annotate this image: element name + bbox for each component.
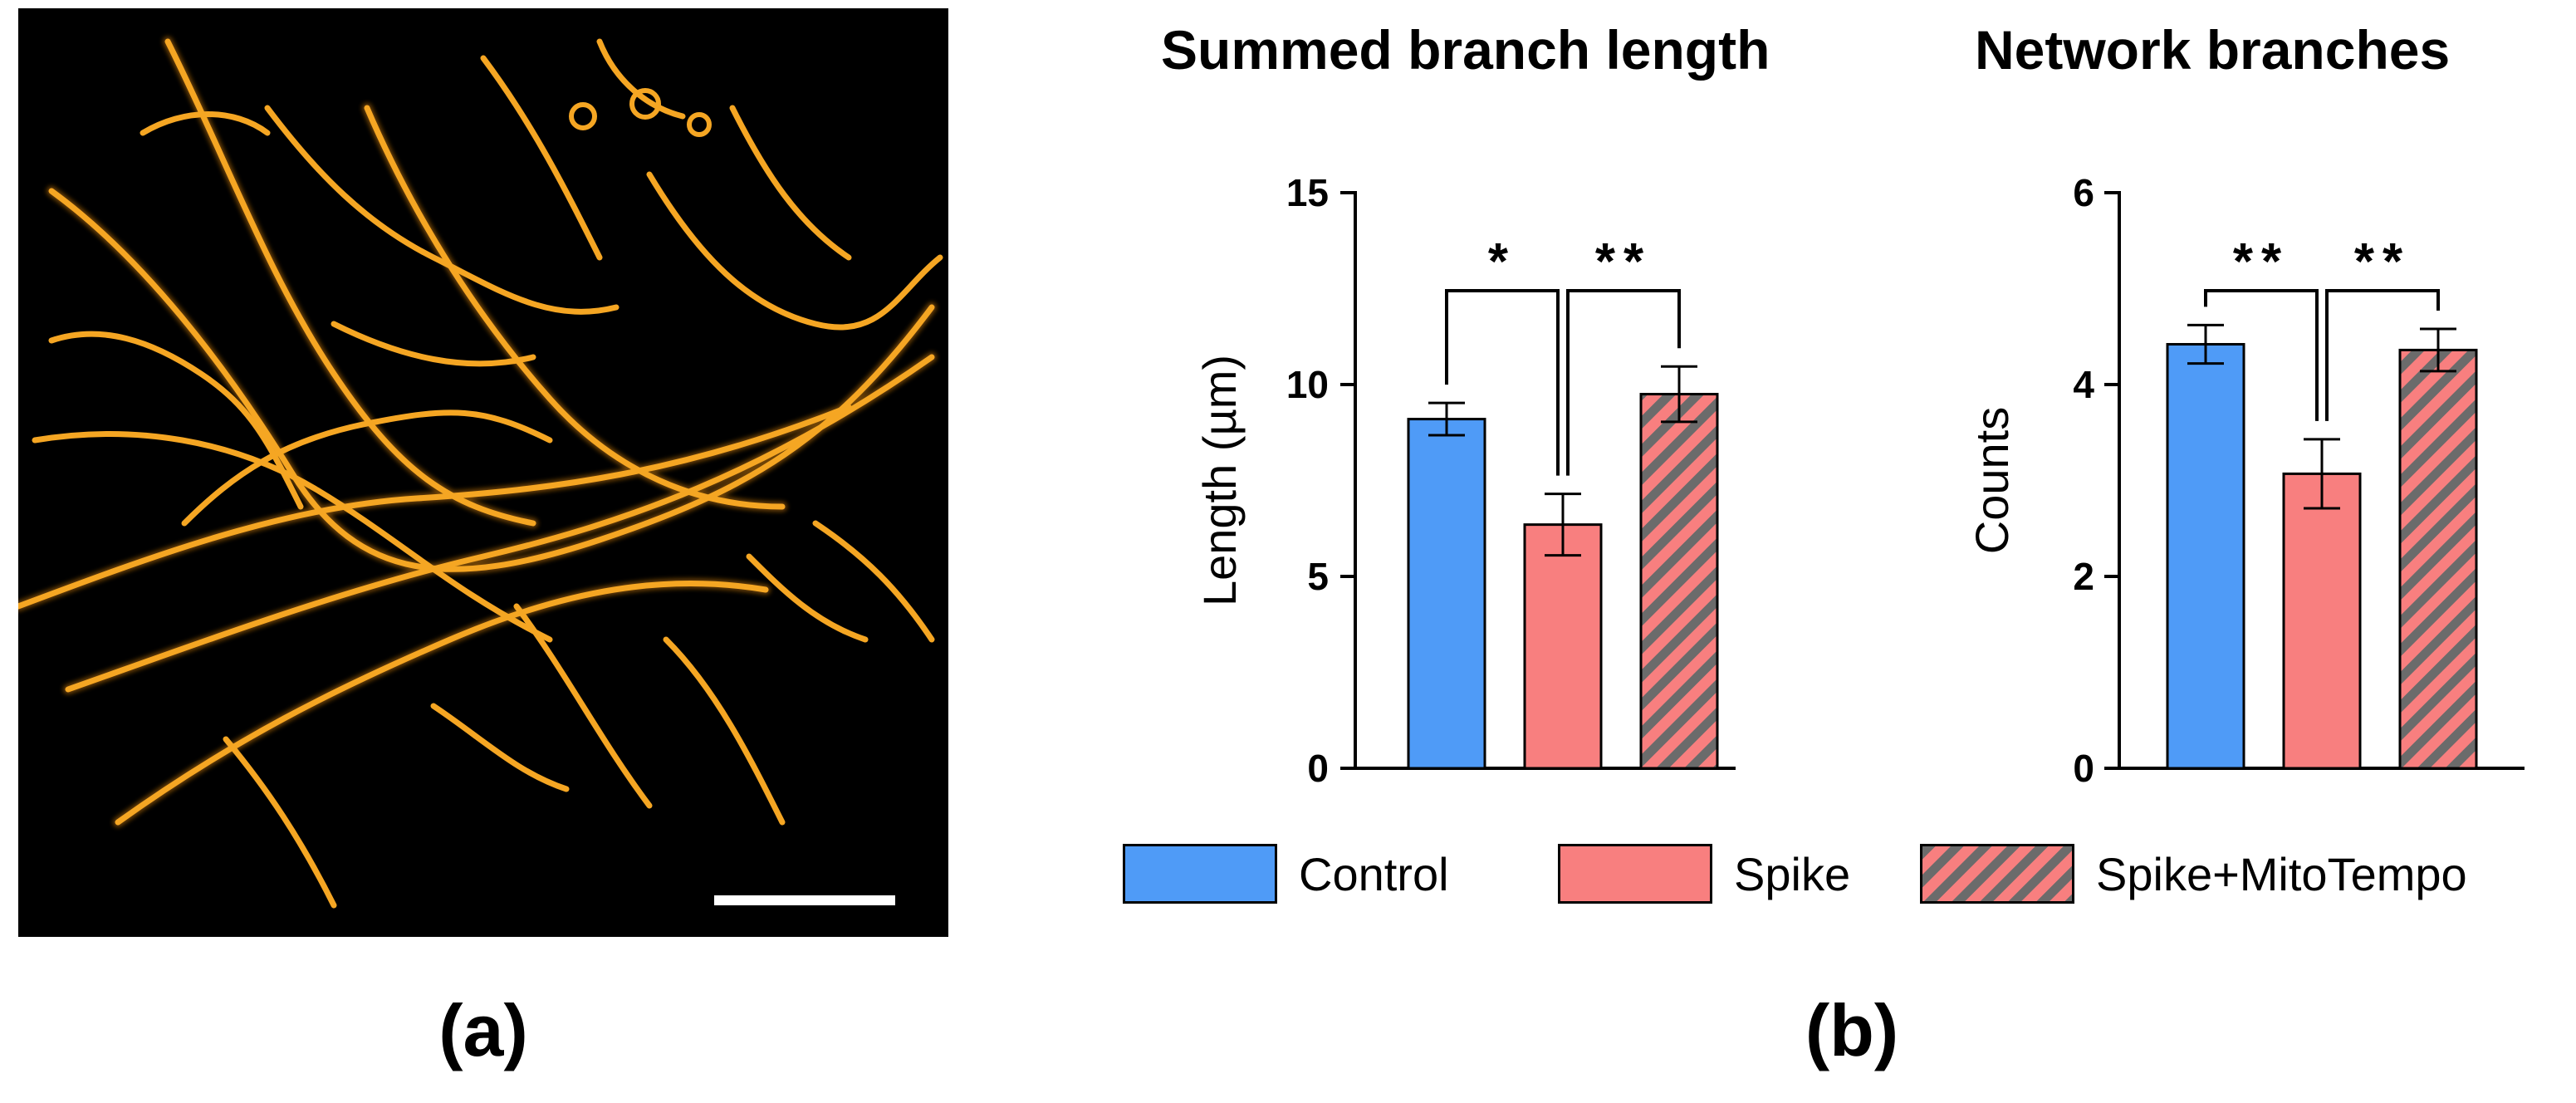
legend-label-spike-mitotempo: Spike+MitoTempo — [2096, 847, 2467, 900]
y-tick-label: 0 — [2073, 747, 2094, 790]
scale-bar — [714, 895, 895, 905]
y-axis-label: Counts — [1966, 407, 2018, 554]
significance-label: ** — [2233, 233, 2290, 291]
legend-swatch-control — [1123, 844, 1277, 904]
significance-bracket — [1566, 289, 1681, 476]
microscopy-image — [18, 8, 948, 937]
legend-item-spike: Spike — [1558, 839, 1850, 909]
significance-bracket — [2204, 289, 2319, 421]
y-tick-label: 4 — [2073, 363, 2094, 406]
bar-spike — [2282, 472, 2362, 770]
legend-label-control: Control — [1299, 847, 1449, 900]
y-tick-label: 0 — [1307, 747, 1329, 790]
y-axis-label: Length (µm) — [1193, 355, 1246, 606]
y-tick-label: 10 — [1286, 363, 1329, 406]
significance-label: * — [1488, 233, 1516, 291]
y-tick-label: 6 — [2073, 171, 2094, 214]
mitochondria-filaments — [18, 38, 943, 909]
mitochondria-rings — [569, 88, 712, 137]
chart-title-network-branches: Network branches — [1975, 19, 2451, 81]
chart-network-branches: 0 2 4 6 Counts ** ** — [1966, 171, 2525, 790]
hatch-swatch — [1922, 846, 2072, 901]
legend-item-spike-mitotempo: Spike+MitoTempo — [1920, 839, 2467, 909]
bar-control — [2166, 342, 2245, 770]
chart-title-branch-length: Summed branch length — [1161, 19, 1770, 81]
legend-swatch-spike — [1558, 844, 1712, 904]
bar-spike — [1523, 523, 1603, 770]
y-tick-label: 15 — [1286, 171, 1329, 214]
significance-bracket — [2325, 289, 2440, 421]
panel-label-b: (b) — [1805, 989, 1899, 1071]
legend-swatch-spike-mitotempo — [1920, 844, 2074, 904]
significance-label: ** — [2354, 233, 2411, 291]
legend-label-spike: Spike — [1734, 847, 1851, 900]
panel-label-a: (a) — [438, 989, 528, 1071]
y-tick-label: 5 — [1307, 555, 1329, 598]
bar-spike-mitotempo — [1639, 393, 1719, 770]
significance-bracket — [1445, 289, 1560, 476]
significance-label: ** — [1595, 233, 1652, 291]
bar-control — [1407, 418, 1486, 770]
legend-item-control: Control — [1123, 839, 1449, 909]
mitochondria-network-image — [18, 8, 948, 937]
bar-spike-mitotempo — [2398, 348, 2478, 770]
y-tick-label: 2 — [2073, 555, 2094, 598]
